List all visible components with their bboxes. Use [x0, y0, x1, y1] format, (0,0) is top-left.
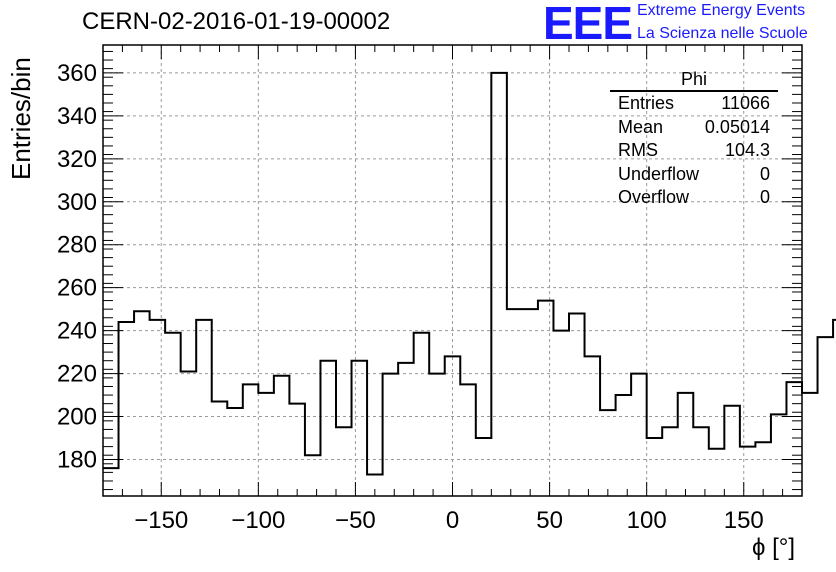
histogram-bin [616, 395, 632, 496]
x-tick-label: −100 [231, 507, 285, 534]
histogram-bin [289, 404, 305, 496]
histogram-bin [585, 356, 601, 496]
x-tick-label: 0 [446, 507, 459, 534]
histogram-bin [569, 313, 585, 496]
histogram-bin [398, 363, 414, 496]
stats-row-rms: RMS 104.3 [610, 139, 778, 163]
histogram-bin [274, 376, 290, 496]
histogram-bin [429, 374, 445, 496]
stats-value: 104.3 [724, 140, 770, 160]
histogram-bin [150, 320, 166, 496]
histogram-bin [491, 73, 507, 496]
histogram-bin [724, 406, 740, 496]
histogram-bin [181, 371, 197, 496]
x-tick-label: 50 [536, 507, 563, 534]
y-tick-label: 240 [57, 318, 97, 345]
stats-row-overflow: Overflow 0 [610, 186, 778, 210]
stats-label: Entries [618, 93, 675, 113]
histogram-bin [771, 414, 787, 496]
histogram-bin [507, 309, 523, 496]
histogram-bin [818, 337, 834, 496]
histogram-bin [134, 311, 150, 496]
stats-label: Mean [618, 116, 664, 137]
stats-box: Phi Entries 11066 Mean 0.05014 RMS 104.3… [610, 69, 778, 210]
stats-value: 11066 [721, 93, 770, 113]
logo-text-line2: La Scienza nelle Scuole [637, 25, 808, 42]
x-tick-label: −150 [134, 507, 188, 534]
x-tick-label: −50 [335, 507, 376, 534]
x-tick-label: 150 [724, 507, 764, 534]
histogram-bin [305, 455, 321, 496]
y-tick-label: 340 [57, 103, 97, 130]
histogram-bin [538, 301, 554, 496]
y-tick-label: 360 [57, 60, 97, 87]
histogram-bin [414, 333, 430, 496]
histogram-bin [631, 374, 647, 496]
stats-label: RMS [618, 140, 658, 160]
x-tick-label: 100 [627, 507, 667, 534]
histogram-bin [709, 449, 725, 496]
histogram-series [103, 71, 836, 476]
histogram-bin [647, 438, 663, 496]
histogram-bin [522, 309, 538, 496]
y-tick-label: 280 [57, 232, 97, 259]
histogram-bin [227, 408, 243, 496]
y-tick-label: 220 [57, 361, 97, 388]
eee-logo: EEE [543, 0, 633, 49]
y-tick-label: 260 [57, 275, 97, 302]
stats-value: 0 [759, 163, 770, 184]
histogram-bin [212, 402, 228, 496]
stats-label: Underflow [618, 163, 700, 184]
stats-row-mean: Mean 0.05014 [610, 116, 778, 140]
y-tick-label: 320 [57, 146, 97, 173]
y-axis-label: Entries/bin [6, 57, 36, 180]
stats-label: Overflow [618, 187, 690, 207]
histogram-bin [740, 447, 756, 496]
stats-row-entries: Entries 11066 [610, 92, 778, 116]
chart-title: CERN-02-2016-01-19-00002 [82, 8, 391, 35]
histogram-bin [786, 382, 802, 496]
histogram-bin [600, 410, 616, 496]
histogram-bin [336, 427, 352, 496]
y-tick-label: 300 [57, 189, 97, 216]
stats-value: 0.05014 [704, 116, 770, 137]
histogram-bin [320, 361, 336, 496]
histogram-bin [445, 356, 461, 496]
histogram-bin [196, 320, 212, 496]
stats-title: Phi [610, 69, 778, 92]
stats-value: 0 [759, 187, 770, 207]
histogram-bin [662, 427, 678, 496]
stats-row-underflow: Underflow 0 [610, 163, 778, 187]
histogram-bin [678, 393, 694, 496]
histogram-bin [460, 384, 476, 496]
histogram-bin [258, 393, 274, 496]
histogram-bin [802, 393, 818, 496]
histogram-bin [352, 361, 368, 496]
y-tick-label: 180 [57, 446, 97, 473]
y-tick-label: 200 [57, 404, 97, 431]
histogram-bin [693, 427, 709, 496]
histogram-bin [165, 333, 181, 496]
histogram-bin [243, 384, 259, 496]
histogram-bin [553, 331, 569, 496]
x-axis-label: ϕ [°] [752, 534, 796, 561]
logo-text-line1: Extreme Energy Events [637, 2, 806, 19]
histogram-bin [755, 442, 771, 496]
histogram-bin [383, 374, 399, 496]
histogram-bin [476, 438, 492, 496]
histogram-bin [119, 322, 135, 496]
